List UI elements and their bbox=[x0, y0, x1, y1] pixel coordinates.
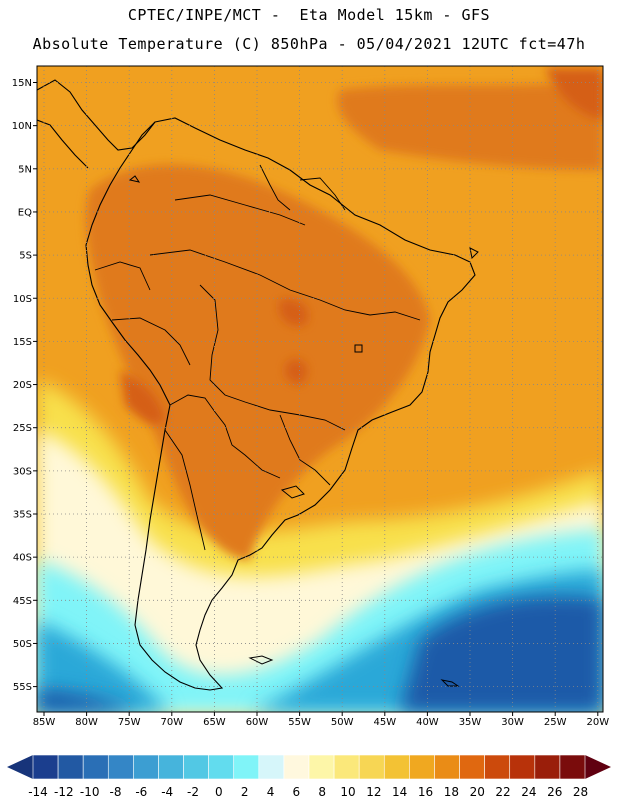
colorbar-swatch bbox=[158, 754, 184, 780]
colorbar-swatch bbox=[133, 754, 159, 780]
map-subtitle: Absolute Temperature (C) 850hPa - 05/04/… bbox=[32, 35, 586, 53]
colorbar-swatch bbox=[82, 754, 109, 780]
colorbar-label: 26 bbox=[547, 785, 562, 799]
lon-label: 45W bbox=[373, 717, 396, 728]
colorbar-swatch bbox=[459, 754, 485, 780]
colorbar-label: -14 bbox=[28, 785, 48, 799]
colorbar-label: 28 bbox=[573, 785, 588, 799]
colorbar-swatch bbox=[534, 754, 561, 780]
colorbar-swatch bbox=[57, 754, 84, 780]
lon-label: 75W bbox=[118, 717, 141, 728]
lon-label: 85W bbox=[33, 717, 56, 728]
colorbar-swatch bbox=[383, 754, 410, 780]
lat-label: EQ bbox=[18, 207, 32, 218]
colorbar-label: -6 bbox=[135, 785, 147, 799]
colorbar-label: -4 bbox=[161, 785, 173, 799]
lat-label: 20S bbox=[13, 380, 32, 391]
colorbar-low-arrow bbox=[7, 755, 33, 779]
colorbar-label: -8 bbox=[110, 785, 122, 799]
lon-label: 80W bbox=[75, 717, 98, 728]
colorbar-swatch bbox=[233, 754, 260, 780]
colorbar-label: 6 bbox=[293, 785, 301, 799]
colorbar-swatch bbox=[358, 754, 385, 780]
lon-label: 35W bbox=[459, 717, 482, 728]
lon-label: 20W bbox=[586, 717, 609, 728]
lon-label: 65W bbox=[203, 717, 226, 728]
colorbar-swatch bbox=[32, 754, 59, 780]
colorbar-label: 22 bbox=[495, 785, 510, 799]
lon-label: 40W bbox=[416, 717, 439, 728]
colorbar-label: 14 bbox=[392, 785, 407, 799]
longitude-labels: 85W 80W 75W 70W 65W 60W 55W 50W 45W 40W 35W 30W 25W 2… bbox=[33, 712, 609, 728]
colorbar-swatch bbox=[107, 754, 134, 780]
lat-label: 15S bbox=[13, 337, 32, 348]
colorbar-high-arrow bbox=[585, 755, 611, 779]
latitude-labels: 15N 10N 5N EQ 5S 10S 15S 20S 25S 30S 35S 40S 45S 50S 5… bbox=[12, 78, 37, 693]
colorbar-swatch bbox=[509, 754, 536, 780]
lon-label: 50W bbox=[331, 717, 354, 728]
lat-label: 5S bbox=[19, 251, 32, 262]
lon-label: 25W bbox=[544, 717, 567, 728]
lon-label: 55W bbox=[288, 717, 311, 728]
colorbar-label: 4 bbox=[267, 785, 275, 799]
colorbar-label: 2 bbox=[241, 785, 249, 799]
lon-label: 30W bbox=[501, 717, 524, 728]
lat-label: 10S bbox=[13, 294, 32, 305]
colorbar-swatch bbox=[484, 754, 511, 780]
map-title: CPTEC/INPE/MCT - Eta Model 15km - GFS bbox=[127, 6, 491, 24]
colorbar-label: 20 bbox=[470, 785, 485, 799]
temperature-field bbox=[37, 66, 603, 712]
colorbar-swatch bbox=[183, 754, 209, 780]
colorbar-label: 18 bbox=[444, 785, 459, 799]
colorbar-swatch bbox=[308, 754, 335, 780]
colorbar-label: 0 bbox=[215, 785, 223, 799]
lat-label: 5N bbox=[18, 164, 32, 175]
lat-label: 10N bbox=[12, 121, 32, 132]
lat-label: 15N bbox=[12, 78, 32, 89]
lon-label: 70W bbox=[160, 717, 183, 728]
lat-label: 50S bbox=[13, 639, 32, 650]
colorbar-swatch bbox=[409, 754, 435, 780]
colorbar-label: 10 bbox=[340, 785, 355, 799]
coastlines bbox=[37, 79, 479, 691]
colorbar-label: -2 bbox=[187, 785, 199, 799]
colorbar-label: -12 bbox=[54, 785, 74, 799]
colorbar-label: 16 bbox=[418, 785, 433, 799]
lat-label: 35S bbox=[13, 510, 32, 521]
colorbar-swatch bbox=[434, 754, 460, 780]
colorbar-swatch bbox=[258, 754, 285, 780]
map-frame bbox=[36, 65, 604, 713]
colorbar-swatch bbox=[559, 754, 586, 780]
colorbar-label: -10 bbox=[80, 785, 100, 799]
lat-label: 55S bbox=[13, 682, 32, 693]
lon-label: 60W bbox=[246, 717, 269, 728]
lat-label: 25S bbox=[13, 423, 32, 434]
colorbar-swatch bbox=[208, 754, 235, 780]
colorbar: -14 -12 -10 -8 -6 -4 -2 0 2 4 6 8 10 12 14 16 18 20 22 24 26… bbox=[7, 754, 611, 799]
lat-label: 40S bbox=[13, 553, 32, 564]
lat-label: 45S bbox=[13, 596, 32, 607]
colorbar-label: 24 bbox=[521, 785, 536, 799]
colorbar-swatch bbox=[283, 754, 310, 780]
lat-label: 30S bbox=[13, 466, 32, 477]
colorbar-label: 12 bbox=[366, 785, 381, 799]
colorbar-swatch bbox=[333, 754, 360, 780]
colorbar-label: 8 bbox=[318, 785, 326, 799]
